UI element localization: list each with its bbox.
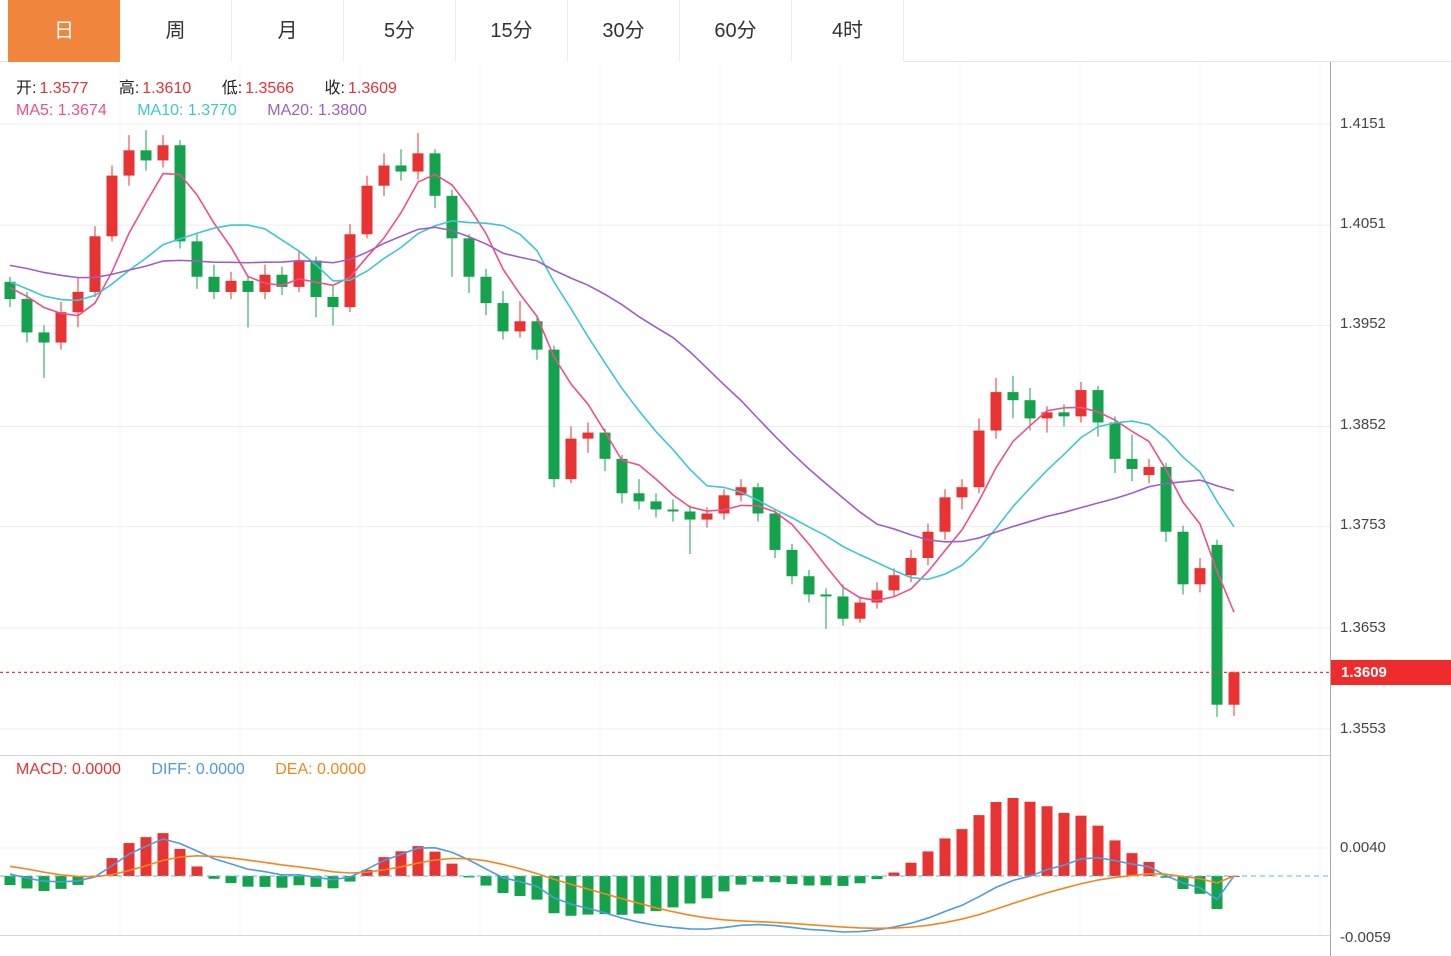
- tab-week[interactable]: 周: [120, 0, 232, 62]
- macd-tick: 0.0040: [1340, 839, 1386, 856]
- ma10-value: MA10: 1.3770: [137, 102, 237, 119]
- timeframe-tabs: 日 周 月 5分 15分 30分 60分 4时: [0, 0, 1451, 62]
- tab-60min[interactable]: 60分: [680, 0, 792, 62]
- price-tick: 1.4051: [1340, 215, 1386, 232]
- price-tick: 1.3852: [1340, 416, 1386, 433]
- macd-tick: -0.0059: [1340, 929, 1391, 946]
- tab-month[interactable]: 月: [232, 0, 344, 62]
- dea-value: DEA: 0.0000: [275, 761, 366, 778]
- open-value: 开: 1.3577: [16, 80, 89, 97]
- close-value: 收: 1.3609: [324, 80, 397, 97]
- price-tick: 1.3952: [1340, 315, 1386, 332]
- price-tick: 1.3553: [1340, 720, 1386, 737]
- tab-5min[interactable]: 5分: [344, 0, 456, 62]
- high-value: 高: 1.3610: [118, 80, 192, 97]
- diff-value: DIFF: 0.0000: [151, 761, 245, 778]
- tab-30min[interactable]: 30分: [568, 0, 680, 62]
- ohlc-legend: 开: 1.3577 高: 1.3610 低: 1.3566 收: 1.3609: [16, 74, 423, 98]
- macd-legend: MACD: 0.0000 DIFF: 0.0000 DEA: 0.0000: [16, 761, 392, 779]
- tab-day[interactable]: 日: [8, 0, 120, 62]
- low-value: 低: 1.3566: [221, 80, 295, 97]
- tab-4hour[interactable]: 4时: [792, 0, 904, 62]
- price-tick: 1.4151: [1340, 115, 1386, 132]
- tab-15min[interactable]: 15分: [456, 0, 568, 62]
- current-price-tag: 1.3609: [1331, 660, 1451, 685]
- price-tick: 1.3653: [1340, 619, 1386, 636]
- ma-legend: MA5: 1.3674 MA10: 1.3770 MA20: 1.3800: [16, 102, 393, 120]
- price-tick: 1.3753: [1340, 516, 1386, 533]
- ma5-value: MA5: 1.3674: [16, 102, 107, 119]
- macd-value: MACD: 0.0000: [16, 761, 121, 778]
- ma20-value: MA20: 1.3800: [267, 102, 367, 119]
